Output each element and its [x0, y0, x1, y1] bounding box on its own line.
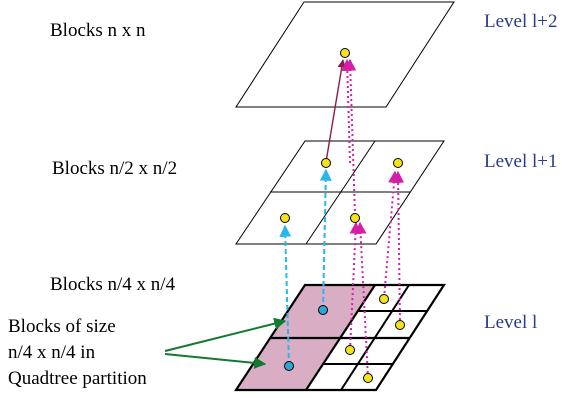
node-mid-4 [350, 213, 360, 223]
label-blocks-n-half: Blocks n/2 x n/2 [52, 158, 177, 179]
label-level-bottom: Level l [484, 312, 537, 333]
node-bottom-blue-1 [318, 305, 328, 315]
plane-level-mid [235, 140, 445, 245]
callout-line-3: Quadtree partition [8, 368, 147, 389]
arrow-green-lower [164, 353, 267, 369]
label-blocks-n: Blocks n x n [50, 20, 146, 41]
nodes [280, 48, 405, 383]
node-top [340, 48, 350, 58]
arrow-magenta-to-mid-1 [349, 221, 362, 351]
label-level-mid: Level l+1 [484, 151, 558, 172]
arrow-magenta-to-top-2 [344, 58, 357, 217]
node-bottom-blue-2 [284, 361, 294, 371]
node-mid-3 [280, 213, 290, 223]
arrow-blue-to-mid-left [279, 224, 292, 367]
arrow-mid-to-top [325, 59, 346, 163]
node-bottom-yellow-3 [345, 345, 355, 355]
node-bottom-yellow-2 [395, 320, 405, 330]
arrow-magenta-to-mid-4 [392, 170, 405, 326]
node-mid-1 [321, 158, 331, 168]
arrow-green-upper [164, 317, 287, 352]
arrow-magenta-to-mid-2 [354, 221, 369, 379]
plane-level-bottom [233, 283, 447, 392]
node-bottom-yellow-4 [363, 373, 373, 383]
node-mid-2 [393, 158, 403, 168]
label-level-top: Level l+2 [484, 11, 558, 32]
callout-line-2: n/4 x n/4 in [8, 342, 96, 363]
arrow-magenta-to-top-1 [341, 58, 354, 164]
node-bottom-yellow-1 [379, 294, 389, 304]
arrow-blue-to-mid-center [319, 168, 332, 311]
label-blocks-n-quarter: Blocks n/4 x n/4 [50, 274, 176, 295]
callout-line-1: Blocks of size [8, 316, 116, 337]
arrows [164, 58, 405, 379]
arrow-magenta-to-mid-3 [383, 170, 401, 299]
